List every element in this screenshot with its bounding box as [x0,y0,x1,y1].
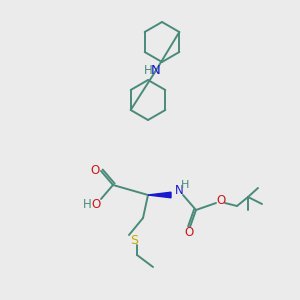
Text: O: O [92,197,100,211]
Text: N: N [175,184,183,197]
Text: N: N [151,64,161,77]
Text: O: O [90,164,100,176]
Text: H: H [144,64,152,77]
Text: H: H [181,180,189,190]
Polygon shape [148,192,171,198]
Text: H: H [82,197,91,211]
Text: S: S [130,235,138,248]
Text: O: O [184,226,194,239]
Text: O: O [216,194,226,206]
